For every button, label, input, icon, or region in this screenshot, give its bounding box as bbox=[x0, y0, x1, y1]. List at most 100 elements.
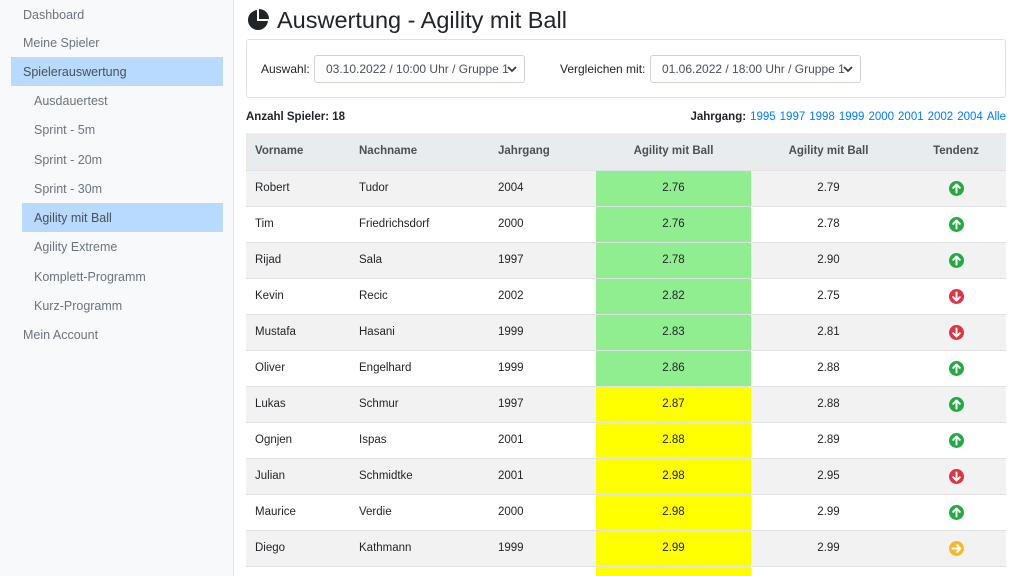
sidebar-item-label: Sprint - 30m bbox=[34, 181, 103, 196]
cell-vorname: Robert bbox=[246, 169, 350, 206]
cell-compare bbox=[751, 565, 906, 576]
auswahl-label: Auswahl: bbox=[261, 62, 310, 76]
sidebar-item-spielerauswertung[interactable]: Spielerauswertung bbox=[11, 57, 223, 86]
sidebar-item-label: Dashboard bbox=[23, 7, 85, 22]
sidebar-item-dashboard[interactable]: Dashboard bbox=[11, 0, 223, 29]
cell-compare: 2.95 bbox=[751, 457, 906, 494]
cell-nachname: Recic bbox=[350, 277, 489, 314]
cell-vorname: Kevin bbox=[246, 277, 350, 314]
table-row: Kevin Recic 2002 2.82 2.75 bbox=[246, 277, 1006, 314]
sidebar-item-label: Ausdauertest bbox=[34, 93, 108, 108]
col-header-nachname[interactable]: Nachname bbox=[350, 133, 489, 171]
sidebar-item-kurz-programm[interactable]: Kurz-Programm bbox=[22, 291, 223, 320]
sidebar-item-label: Sprint - 5m bbox=[34, 122, 96, 137]
cell-compare: 2.90 bbox=[751, 241, 906, 278]
cell-score: 2.83 bbox=[596, 313, 751, 350]
cell-vorname bbox=[246, 565, 350, 576]
cell-jahrgang: 2001 bbox=[489, 421, 596, 458]
cell-vorname: Rijad bbox=[246, 241, 350, 278]
auswahl-select[interactable]: 03.10.2022 / 10:00 Uhr / Gruppe 1 bbox=[314, 55, 525, 83]
col-header-jahrgang[interactable]: Jahrgang bbox=[489, 133, 596, 171]
vergleichen-select[interactable]: 01.06.2022 / 18:00 Uhr / Gruppe 1 bbox=[650, 55, 861, 83]
cell-vorname: Julian bbox=[246, 457, 350, 494]
cell-tendenz bbox=[906, 205, 1006, 242]
auswahl-select-value: 03.10.2022 / 10:00 Uhr / Gruppe 1 bbox=[326, 62, 509, 76]
jahrgang-link-2001[interactable]: 2001 bbox=[898, 111, 924, 123]
sidebar-item-sprint-30m[interactable]: Sprint - 30m bbox=[22, 174, 223, 203]
jahrgang-link-2004[interactable]: 2004 bbox=[957, 111, 983, 123]
sidebar-item-label: Kurz-Programm bbox=[34, 298, 123, 313]
table-row: Oliver Engelhard 1999 2.86 2.88 bbox=[246, 349, 1006, 386]
cell-score: 2.98 bbox=[596, 457, 751, 494]
vergleichen-select-value: 01.06.2022 / 18:00 Uhr / Gruppe 1 bbox=[662, 62, 845, 76]
col-header-score[interactable]: Agility mit Ball bbox=[596, 133, 751, 171]
arrow-up-circle-icon bbox=[948, 216, 964, 232]
sidebar-item-sprint-5m[interactable]: Sprint - 5m bbox=[22, 115, 223, 144]
cell-score: 2.82 bbox=[596, 277, 751, 314]
main-content: Auswertung - Agility mit Ball Auswahl: 0… bbox=[246, 0, 1006, 576]
arrow-up-circle-icon bbox=[948, 252, 964, 268]
sidebar-item-mein-account[interactable]: Mein Account bbox=[11, 320, 223, 349]
cell-vorname: Mustafa bbox=[246, 313, 350, 350]
cell-compare: 2.99 bbox=[751, 529, 906, 566]
table-row: Rijad Sala 1997 2.78 2.90 bbox=[246, 241, 1006, 278]
cell-nachname: Tudor bbox=[350, 169, 489, 206]
sidebar-item-sprint-20m[interactable]: Sprint - 20m bbox=[22, 145, 223, 174]
cell-vorname: Tim bbox=[246, 205, 350, 242]
col-header-vorname[interactable]: Vorname bbox=[246, 133, 350, 171]
jahrgang-link-2002[interactable]: 2002 bbox=[927, 111, 954, 123]
cell-jahrgang: 1997 bbox=[489, 241, 596, 278]
cell-score bbox=[596, 565, 751, 576]
col-header-compare[interactable]: Agility mit Ball bbox=[751, 133, 906, 171]
cell-jahrgang: 1999 bbox=[489, 313, 596, 350]
sidebar: Dashboard Meine Spieler Spielerauswertun… bbox=[0, 0, 234, 576]
cell-jahrgang: 1999 bbox=[489, 529, 596, 566]
arrow-down-circle-icon bbox=[948, 288, 964, 304]
cell-nachname: Verdie bbox=[350, 493, 489, 530]
sidebar-item-agility-mit-ball[interactable]: Agility mit Ball bbox=[22, 203, 223, 232]
cell-jahrgang bbox=[489, 565, 596, 576]
cell-compare: 2.81 bbox=[751, 313, 906, 350]
jahrgang-link-1997[interactable]: 1997 bbox=[779, 111, 806, 123]
col-header-tendenz[interactable]: Tendenz bbox=[906, 133, 1006, 171]
sidebar-item-komplett-programm[interactable]: Komplett-Programm bbox=[22, 262, 223, 291]
cell-tendenz bbox=[906, 169, 1006, 206]
table-row: Lukas Schmur 1997 2.87 2.88 bbox=[246, 385, 1006, 422]
table-row: Maurice Verdie 2000 2.98 2.99 bbox=[246, 493, 1006, 530]
jahrgang-link-1998[interactable]: 1998 bbox=[809, 111, 835, 123]
cell-vorname: Ognjen bbox=[246, 421, 350, 458]
cell-nachname: Engelhard bbox=[350, 349, 489, 386]
sidebar-item-ausdauertest[interactable]: Ausdauertest bbox=[22, 86, 223, 115]
arrow-up-circle-icon bbox=[948, 180, 964, 196]
arrow-down-circle-icon bbox=[948, 468, 964, 484]
table-header-row: Vorname Nachname Jahrgang Agility mit Ba… bbox=[246, 133, 1006, 171]
jahrgang-link-alle[interactable]: Alle bbox=[986, 111, 1006, 123]
table-row: Julian Schmidtke 2001 2.98 2.95 bbox=[246, 457, 1006, 494]
cell-nachname: Hasani bbox=[350, 313, 489, 350]
cell-compare: 2.75 bbox=[751, 277, 906, 314]
cell-tendenz bbox=[906, 385, 1006, 422]
cell-jahrgang: 2000 bbox=[489, 205, 596, 242]
pie-chart-icon bbox=[248, 9, 269, 30]
cell-jahrgang: 1997 bbox=[489, 385, 596, 422]
cell-nachname: Friedrichsdorf bbox=[350, 205, 489, 242]
jahrgang-label: Jahrgang: bbox=[690, 111, 747, 123]
sidebar-item-meine-spieler[interactable]: Meine Spieler bbox=[11, 28, 223, 57]
table-row: Diego Kathmann 1999 2.99 2.99 bbox=[246, 529, 1006, 566]
cell-jahrgang: 2000 bbox=[489, 493, 596, 530]
sidebar-item-agility-extreme[interactable]: Agility Extreme bbox=[22, 232, 223, 261]
cell-nachname: Schmidtke bbox=[350, 457, 489, 494]
cell-vorname: Lukas bbox=[246, 385, 350, 422]
cell-tendenz bbox=[906, 457, 1006, 494]
cell-score: 2.76 bbox=[596, 169, 751, 206]
cell-score: 2.87 bbox=[596, 385, 751, 422]
cell-tendenz bbox=[906, 565, 1006, 576]
jahrgang-link-1999[interactable]: 1999 bbox=[838, 111, 865, 123]
cell-jahrgang: 2001 bbox=[489, 457, 596, 494]
jahrgang-link-1995[interactable]: 1995 bbox=[750, 111, 776, 123]
table-row bbox=[246, 565, 1006, 576]
table-row: Tim Friedrichsdorf 2000 2.76 2.78 bbox=[246, 205, 1006, 242]
cell-score: 2.88 bbox=[596, 421, 751, 458]
sidebar-item-label: Komplett-Programm bbox=[34, 269, 146, 284]
jahrgang-link-2000[interactable]: 2000 bbox=[868, 111, 895, 123]
